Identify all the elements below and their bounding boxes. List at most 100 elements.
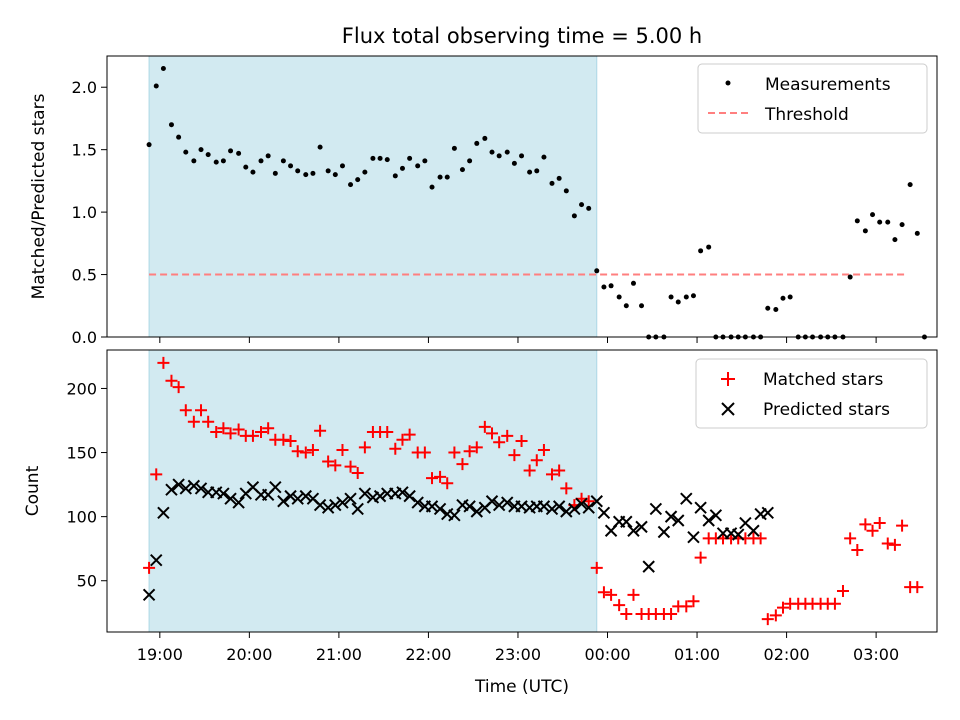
matched-star-point	[246, 429, 259, 442]
matched-star-point	[299, 446, 312, 459]
legend-matched-marker	[721, 372, 735, 386]
matched-star-point	[291, 445, 304, 458]
measurement-point	[489, 149, 495, 155]
predicted-star-point	[284, 489, 297, 503]
top-x-axis	[159, 337, 877, 343]
matched-star-point	[537, 443, 550, 456]
bottom-legend-box	[695, 358, 928, 429]
matched-star-point	[515, 435, 528, 448]
predicted-star-point	[485, 495, 499, 508]
matched-star-point	[545, 468, 558, 481]
predicted-star-point	[232, 496, 245, 509]
predicted-star-point	[142, 588, 156, 602]
matched-star-point	[836, 584, 849, 597]
measurement-point	[780, 295, 786, 301]
top-y-tick-label: 0.0	[72, 328, 97, 347]
matched-star-point	[456, 458, 469, 471]
matched-star-point	[143, 561, 156, 574]
matched-star-point	[881, 537, 894, 550]
matched-star-point	[866, 524, 879, 537]
predicted-star-point	[291, 492, 304, 505]
matched-star-point	[896, 519, 909, 532]
measurement-point	[616, 294, 622, 300]
x-tick-label: 01:00	[674, 645, 720, 664]
predicted-star-point	[687, 530, 700, 544]
legend-predicted-marker	[721, 402, 735, 416]
measurement-point	[377, 155, 383, 161]
predicted-star-point	[575, 497, 588, 511]
matched-star-point	[224, 427, 237, 440]
measurement-point	[459, 167, 465, 173]
matched-star-point	[590, 561, 603, 574]
predicted-star-point	[425, 500, 439, 513]
measurement-point	[392, 173, 398, 179]
measurement-point	[339, 163, 345, 169]
measurement-point	[541, 154, 547, 160]
measurement-point	[317, 144, 323, 150]
matched-star-point	[613, 599, 626, 612]
matched-star-point	[844, 532, 857, 545]
matched-star-point	[157, 356, 170, 369]
top-y-axis: 0.0 0.5 1.0 1.5 2.0	[72, 78, 107, 347]
matched-star-point	[351, 467, 364, 480]
matched-star-point	[859, 518, 872, 531]
observing-window-shade-bottom	[148, 349, 598, 633]
predicted-star-point	[492, 498, 506, 512]
predicted-star-point	[157, 506, 170, 519]
predicted-star-point	[597, 506, 611, 519]
predicted-star-point	[396, 486, 409, 499]
matched-star-point	[434, 470, 447, 483]
matched-star-point	[530, 454, 543, 467]
predicted-star-point	[501, 496, 514, 509]
measurement-point	[280, 158, 286, 164]
measurement-point	[698, 248, 704, 254]
predicted-star-point	[552, 500, 566, 513]
predicted-star-point	[732, 528, 745, 541]
predicted-star-point	[761, 506, 774, 519]
predicted-star-point	[657, 525, 671, 539]
measurement-point	[854, 218, 860, 224]
measurement-point	[668, 294, 674, 300]
measurement-point	[444, 174, 450, 180]
measurement-point	[534, 168, 540, 174]
predicted-star-point	[373, 489, 387, 503]
measurement-point	[422, 158, 428, 164]
matched-star-point	[150, 468, 163, 481]
matched-star-point	[873, 517, 886, 530]
bottom-y-tick-label: 200	[66, 379, 97, 398]
measurement-point	[250, 169, 256, 175]
measurement-point	[773, 307, 779, 313]
measurement-point	[295, 168, 301, 174]
predicted-star-point	[448, 509, 461, 522]
matched-star-point	[687, 595, 700, 608]
measurement-point	[288, 163, 294, 169]
matched-star-point	[172, 381, 185, 394]
predicted-star-point	[694, 501, 707, 514]
top-y-tick-label: 0.5	[72, 266, 97, 285]
measurement-point	[706, 244, 712, 250]
predicted-star-point	[590, 495, 603, 508]
predicted-star-point	[165, 483, 178, 496]
measurement-point	[415, 163, 421, 169]
matched-star-point	[523, 464, 536, 477]
matched-star-point	[680, 600, 693, 613]
measurement-point	[220, 158, 226, 164]
predicted-star-point	[403, 489, 416, 503]
top-y-tick-label: 1.5	[72, 141, 97, 160]
measurement-point	[586, 205, 592, 211]
predicted-star-point	[463, 500, 476, 513]
predicted-star-point	[664, 510, 678, 523]
matched-star-point	[911, 581, 924, 594]
matched-star-point	[605, 588, 618, 601]
observing-window-shade-top	[148, 55, 598, 338]
predicted-star-point	[702, 514, 715, 527]
measurement-point	[429, 184, 435, 190]
top-axes-frame	[106, 55, 938, 338]
measurement-point	[384, 157, 390, 163]
measurement-point	[892, 237, 898, 243]
predicted-star-point	[545, 502, 559, 516]
matched-star-point	[620, 608, 633, 621]
matched-star-point	[470, 441, 483, 454]
predicted-star-point	[433, 502, 447, 516]
chart-title: Flux total observing time = 5.00 h	[342, 24, 702, 48]
